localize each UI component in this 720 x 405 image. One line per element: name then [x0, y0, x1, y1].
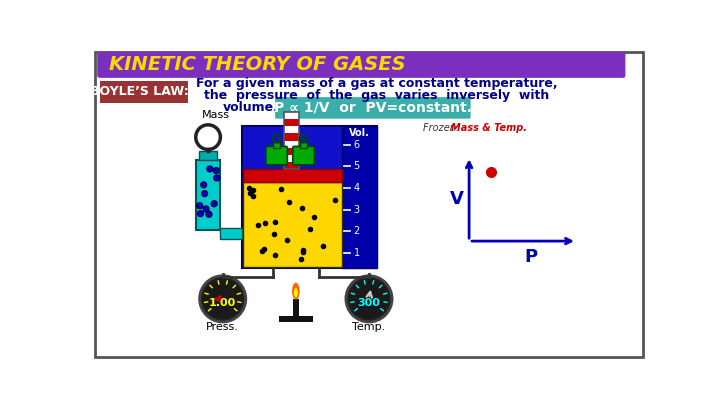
- Text: V: V: [450, 190, 464, 208]
- Bar: [220, 228, 242, 239]
- Circle shape: [207, 166, 213, 172]
- Bar: [242, 126, 377, 268]
- Text: 1.00: 1.00: [209, 298, 236, 308]
- FancyBboxPatch shape: [95, 52, 643, 357]
- Text: 5: 5: [354, 162, 360, 171]
- Bar: [199, 151, 217, 160]
- Text: Mass & Temp.: Mass & Temp.: [451, 123, 527, 133]
- Bar: [196, 160, 220, 230]
- Bar: [284, 133, 299, 141]
- Ellipse shape: [294, 288, 298, 297]
- Circle shape: [202, 191, 207, 197]
- Bar: [293, 299, 299, 322]
- Text: BOYLE’S LAW:: BOYLE’S LAW:: [90, 85, 189, 98]
- Text: Vol.: Vol.: [349, 128, 370, 138]
- Circle shape: [214, 175, 220, 181]
- Bar: [273, 142, 281, 148]
- Bar: [284, 112, 299, 119]
- Text: KINETIC THEORY OF GASES: KINETIC THEORY OF GASES: [109, 55, 405, 74]
- FancyBboxPatch shape: [266, 146, 287, 165]
- Text: P ∝ 1/V  or  PV=constant.: P ∝ 1/V or PV=constant.: [274, 101, 472, 115]
- Text: Frozen:: Frozen:: [423, 123, 462, 133]
- Text: P: P: [524, 247, 537, 266]
- Bar: [284, 148, 299, 155]
- FancyBboxPatch shape: [97, 52, 626, 78]
- Bar: [243, 169, 342, 182]
- Bar: [300, 142, 307, 148]
- Circle shape: [346, 276, 392, 322]
- Text: volume.: volume.: [222, 101, 279, 114]
- Text: For a given mass of a gas at constant temperature,: For a given mass of a gas at constant te…: [196, 77, 557, 90]
- Text: 6: 6: [354, 140, 360, 150]
- Text: 300: 300: [358, 298, 380, 308]
- Circle shape: [203, 206, 209, 212]
- Bar: [284, 112, 299, 169]
- Bar: [279, 316, 312, 322]
- Bar: [342, 126, 377, 268]
- Circle shape: [206, 211, 212, 217]
- Bar: [284, 162, 299, 169]
- Circle shape: [201, 182, 207, 188]
- Ellipse shape: [292, 283, 300, 300]
- Text: Mass: Mass: [202, 110, 230, 120]
- FancyBboxPatch shape: [293, 146, 315, 165]
- Text: Temp.: Temp.: [352, 322, 386, 332]
- FancyBboxPatch shape: [99, 81, 188, 102]
- Circle shape: [196, 125, 220, 149]
- Text: 1: 1: [354, 247, 360, 258]
- Bar: [284, 141, 299, 148]
- Circle shape: [213, 168, 220, 174]
- Text: 4: 4: [354, 183, 360, 193]
- Circle shape: [197, 211, 204, 217]
- Bar: [284, 126, 299, 133]
- Circle shape: [199, 276, 246, 322]
- Text: the  pressure  of  the  gas  varies  inversely  with: the pressure of the gas varies inversely…: [204, 89, 549, 102]
- Bar: [284, 155, 299, 162]
- Text: 3: 3: [354, 205, 360, 215]
- Text: 2: 2: [354, 226, 360, 236]
- Bar: [284, 119, 299, 126]
- Circle shape: [203, 279, 243, 319]
- Circle shape: [349, 279, 389, 319]
- FancyBboxPatch shape: [275, 97, 471, 119]
- Text: Press.: Press.: [206, 322, 239, 332]
- Circle shape: [197, 202, 203, 209]
- Circle shape: [211, 200, 217, 207]
- Bar: [243, 182, 342, 266]
